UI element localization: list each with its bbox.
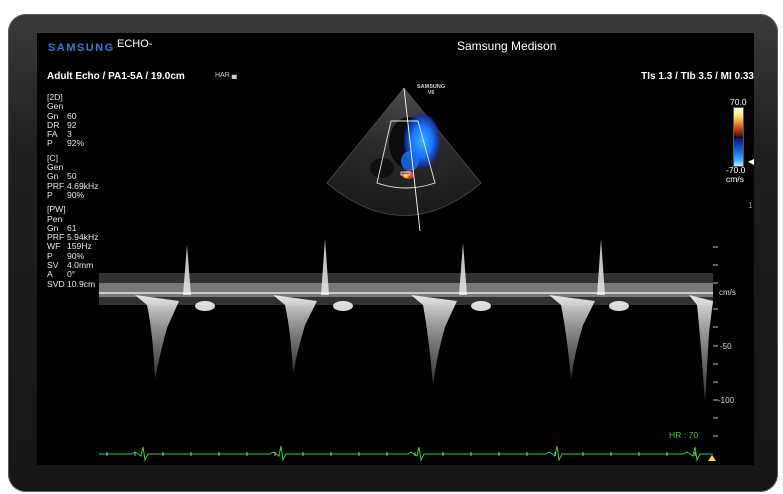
sector-logo: SAMSUNG V6 bbox=[417, 84, 445, 96]
heart-chamber-dark-2 bbox=[370, 158, 394, 178]
param-row: P 90% bbox=[47, 250, 99, 261]
param-section-color-preset: Gen bbox=[47, 162, 64, 173]
doppler-cursor-line bbox=[403, 87, 421, 232]
param-row: Gn 60 bbox=[47, 110, 99, 121]
doppler-waveform-3 bbox=[411, 295, 457, 385]
param-value: 10.9cm bbox=[67, 278, 96, 289]
param-key: PRF bbox=[47, 232, 65, 243]
param-value: 60 bbox=[67, 110, 77, 121]
param-row: Gn 50 bbox=[47, 171, 99, 182]
doppler-waveform-4 bbox=[549, 295, 595, 379]
harmonic-icon: HAR ▄ bbox=[215, 72, 237, 79]
param-key: A bbox=[47, 269, 53, 280]
param-key: SVD bbox=[47, 278, 65, 289]
param-section-pw-title: [PW] bbox=[47, 204, 66, 215]
param-key: Gn bbox=[47, 222, 59, 233]
doppler-bright-spot-2 bbox=[333, 301, 353, 311]
probe-info: Adult Echo / PA1-5A / 19.0cm bbox=[47, 71, 185, 82]
param-value: 61 bbox=[67, 222, 77, 233]
vendor-title: Samsung Medison bbox=[457, 39, 557, 53]
echo-sector-edge bbox=[326, 87, 482, 216]
doppler-waveform-5 bbox=[689, 295, 713, 403]
doppler-unit-label: cm/s bbox=[719, 288, 736, 297]
param-section-pw-preset: Pen bbox=[47, 213, 63, 224]
param-value: 5.94kHz bbox=[67, 232, 99, 243]
param-key: P bbox=[47, 138, 53, 149]
color-scale-unit: cm/s bbox=[726, 174, 744, 184]
doppler-upstroke-3 bbox=[459, 243, 467, 295]
sector-logo-line2: V6 bbox=[427, 90, 435, 96]
color-scale-bar bbox=[733, 107, 744, 167]
doppler-noise-band bbox=[99, 273, 713, 305]
thermal-mechanical-indices: TIs 1.3 / TIb 3.5 / MI 0.33 bbox=[641, 71, 754, 82]
param-value: 4.0mm bbox=[67, 260, 94, 271]
param-key: FA bbox=[47, 129, 58, 140]
doppler-bright-spot-3 bbox=[471, 301, 491, 311]
doppler-spectrum bbox=[99, 239, 713, 403]
param-row: P 92% bbox=[47, 138, 99, 149]
image-canvas bbox=[99, 87, 718, 462]
param-row: DR 92 bbox=[47, 119, 99, 130]
param-section-color-title: [C] bbox=[47, 152, 58, 163]
parameter-panel: [2D] Gen Gn 60 DR 92 FA 3 P 92% [C] Gen Gn 50… bbox=[47, 92, 99, 289]
param-value: 90% bbox=[67, 250, 85, 261]
doppler-noise-band-bright bbox=[99, 283, 713, 297]
param-key: P bbox=[47, 189, 53, 200]
param-key: Gn bbox=[47, 110, 59, 121]
doppler-upstroke-1 bbox=[183, 245, 191, 295]
doppler-upstroke-2 bbox=[321, 239, 329, 295]
side-marker: 1 bbox=[748, 201, 753, 210]
param-key: Gn bbox=[47, 171, 59, 182]
param-key: DR bbox=[47, 119, 60, 130]
param-section-2d-preset: Gen bbox=[47, 101, 64, 112]
param-row: SVD 10.9cm bbox=[47, 278, 99, 289]
param-row: FA 3 bbox=[47, 129, 99, 140]
param-value: 92 bbox=[67, 119, 77, 130]
doppler-bright-spot-1 bbox=[195, 301, 215, 311]
param-row: SV 4.0mm bbox=[47, 260, 99, 271]
baseline-marker-icon: ◀ bbox=[748, 157, 754, 166]
param-value: 159Hz bbox=[67, 241, 92, 252]
color-scale-max: 70.0 bbox=[730, 97, 747, 107]
ecg-trace bbox=[99, 445, 713, 462]
doppler-waveform-2 bbox=[273, 295, 317, 373]
param-row: P 90% bbox=[47, 189, 99, 200]
sweep-marker-icon bbox=[708, 455, 716, 461]
param-key: WF bbox=[47, 241, 61, 252]
sample-volume-gate bbox=[400, 171, 411, 176]
param-key: SV bbox=[47, 260, 59, 271]
ecg-time-ticks bbox=[106, 452, 696, 456]
param-row: PRF 4.69kHz bbox=[47, 180, 99, 191]
color-flow-blue-2 bbox=[401, 151, 419, 171]
param-row: Gn 61 bbox=[47, 222, 99, 233]
velocity-label-neg50: -50 bbox=[720, 342, 732, 351]
param-value: 90% bbox=[67, 189, 85, 200]
param-key: P bbox=[47, 250, 53, 261]
color-scale-min: -70.0 bbox=[726, 165, 746, 175]
param-value: 92% bbox=[67, 138, 85, 149]
heart-rate-readout: HR : 70 bbox=[669, 430, 699, 440]
velocity-scale bbox=[713, 246, 718, 437]
doppler-upstroke-4 bbox=[597, 239, 605, 295]
mode-title: ECHO- bbox=[117, 38, 153, 50]
param-value: 50 bbox=[67, 171, 77, 182]
param-value: 0° bbox=[67, 269, 76, 280]
param-row: PRF 5.94kHz bbox=[47, 232, 99, 243]
color-roi-box bbox=[376, 120, 436, 189]
brand-logo: SAMSUNG bbox=[48, 42, 115, 54]
doppler-bright-spot-4 bbox=[609, 301, 629, 311]
param-value: 3 bbox=[67, 129, 72, 140]
param-row: WF 159Hz bbox=[47, 241, 99, 252]
param-section-2d-title: [2D] bbox=[47, 92, 63, 102]
param-value: 4.69kHz bbox=[67, 180, 99, 191]
velocity-label-neg100: -100 bbox=[718, 396, 735, 405]
param-row: A 0° bbox=[47, 269, 99, 280]
ultrasound-screen: SAMSUNG ECHO- Samsung Medison Adult Echo… bbox=[37, 33, 754, 465]
doppler-waveform-1 bbox=[135, 295, 179, 379]
sector-logo-line1: SAMSUNG bbox=[417, 84, 446, 90]
param-key: PRF bbox=[47, 180, 65, 191]
